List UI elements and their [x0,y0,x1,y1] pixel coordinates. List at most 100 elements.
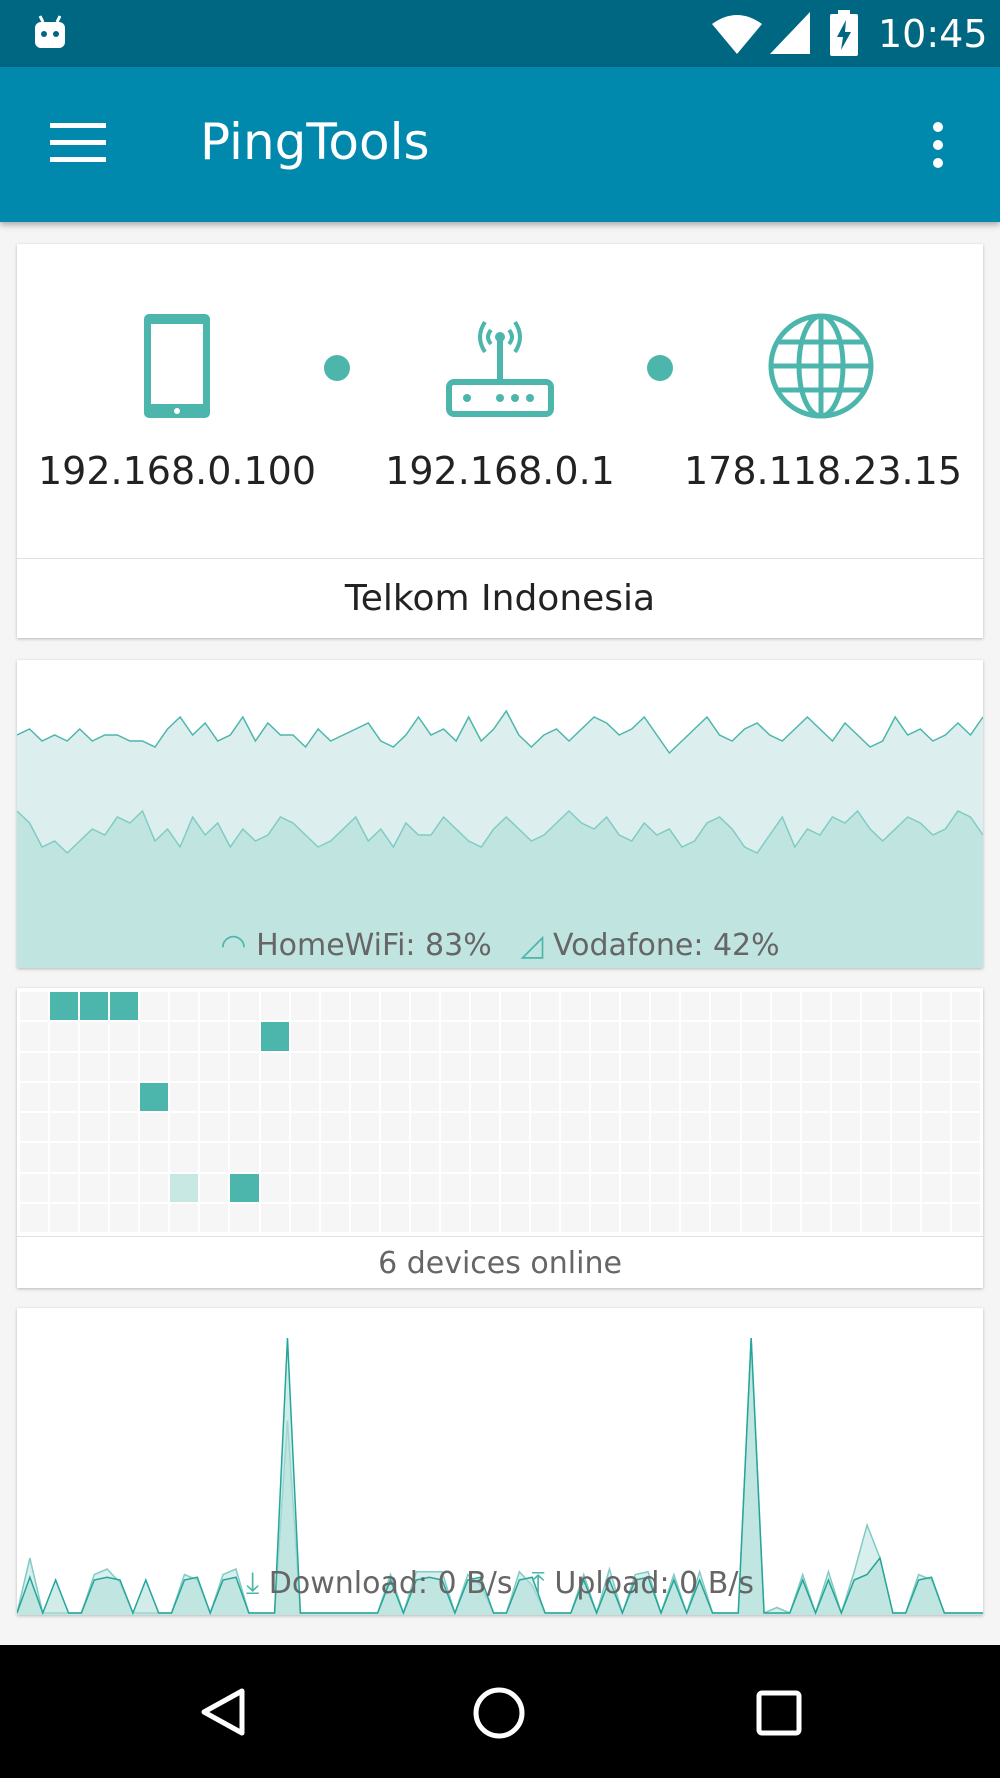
device-cell-empty [621,1052,650,1081]
device-cell-empty [20,1113,49,1142]
device-cell-empty [170,1082,199,1111]
device-cell-empty [440,1173,469,1202]
device-cell-empty [651,1022,680,1051]
device-cell-empty [681,1203,710,1232]
device-cell-empty [681,1052,710,1081]
device-cell-empty [200,1203,229,1232]
device-cell-empty [200,1173,229,1202]
divider [17,1236,983,1237]
device-cell-empty [380,1022,409,1051]
device-cell-empty [891,1052,920,1081]
device-cell-empty [320,1082,349,1111]
device-cell-empty [621,1203,650,1232]
device-cell-empty [591,1113,620,1142]
device-cell-empty [891,992,920,1021]
device-cell-online[interactable] [230,1173,259,1202]
recents-icon[interactable] [756,1690,802,1736]
traffic-card[interactable]: ⤓ Download: 0 B/s ⤒ Upload: 0 B/s [17,1308,983,1615]
device-cell-empty [921,1052,950,1081]
device-cell-empty [831,1082,860,1111]
wifi-icon [712,15,762,54]
device-cell-idle[interactable] [170,1173,199,1202]
device-cell-empty [110,1173,139,1202]
device-cell-online[interactable] [140,1082,169,1111]
device-cell-empty [260,1203,289,1232]
device-cell-empty [20,1052,49,1081]
device-cell-empty [531,1082,560,1111]
device-cell-empty [290,1082,319,1111]
device-cell-empty [651,1203,680,1232]
device-cell-online[interactable] [110,992,139,1021]
device-cell-empty [801,1173,830,1202]
device-cell-empty [410,1052,439,1081]
device-cell-empty [320,1143,349,1172]
device-cell-online[interactable] [80,992,109,1021]
device-cell-empty [891,1173,920,1202]
devices-card[interactable]: 6 devices online [17,988,983,1288]
device-cell-empty [801,1052,830,1081]
device-cell-online[interactable] [50,992,79,1021]
connection-dot [647,355,673,381]
device-cell-empty [20,1022,49,1051]
device-cell-empty [50,1082,79,1111]
cell-label: Vodafone: 42% [552,928,780,963]
device-cell-empty [440,1082,469,1111]
device-cell-empty [531,1052,560,1081]
device-cell-empty [20,1203,49,1232]
network-card[interactable]: 192.168.0.100 192.168.0.1 178.118.23.15 … [17,244,983,638]
device-cell-empty [741,1082,770,1111]
device-cell-empty [230,1052,259,1081]
router-icon [446,320,554,417]
device-cell-empty [440,1022,469,1051]
device-cell-empty [771,1113,800,1142]
device-cell-empty [531,1203,560,1232]
device-cell-online[interactable] [260,1022,289,1051]
home-icon[interactable] [472,1686,526,1740]
device-cell-empty [921,1173,950,1202]
device-cell-empty [711,1173,740,1202]
device-cell-empty [470,1052,499,1081]
device-cell-empty [200,992,229,1021]
device-cell-empty [591,1022,620,1051]
device-cell-empty [20,992,49,1021]
device-cell-empty [771,1143,800,1172]
device-cell-empty [651,1143,680,1172]
device-cell-empty [531,1113,560,1142]
device-cell-empty [771,1173,800,1202]
device-cell-empty [350,1203,379,1232]
router-ip: 192.168.0.1 [385,449,615,493]
device-cell-empty [200,1113,229,1142]
device-cell-empty [771,1022,800,1051]
more-vert-icon[interactable] [926,121,950,169]
device-cell-empty [651,1052,680,1081]
device-cell-empty [711,1082,740,1111]
device-cell-empty [621,1022,650,1051]
device-cell-empty [801,1082,830,1111]
device-cell-empty [410,1082,439,1111]
device-cell-empty [230,992,259,1021]
device-cell-empty [711,992,740,1021]
device-cell-empty [801,1203,830,1232]
device-cell-empty [380,1052,409,1081]
signal-card[interactable]: ◠ HomeWiFi: 83% ◿ Vodafone: 42% [17,660,983,968]
device-cell-empty [831,1022,860,1051]
device-cell-empty [831,1052,860,1081]
device-cell-empty [561,1022,590,1051]
device-cell-empty [771,992,800,1021]
device-cell-empty [591,1203,620,1232]
device-cell-empty [470,1203,499,1232]
device-cell-empty [290,1052,319,1081]
back-icon[interactable] [198,1687,248,1737]
device-cell-empty [380,1143,409,1172]
device-cell-empty [170,1052,199,1081]
device-cell-empty [681,1082,710,1111]
device-cell-empty [20,1082,49,1111]
menu-icon[interactable] [50,123,106,163]
device-cell-empty [501,1082,530,1111]
device-cell-empty [440,1052,469,1081]
device-cell-empty [350,1143,379,1172]
device-cell-empty [921,1022,950,1051]
device-cell-empty [140,1173,169,1202]
traffic-chart [17,1337,983,1615]
device-cell-empty [230,1113,259,1142]
